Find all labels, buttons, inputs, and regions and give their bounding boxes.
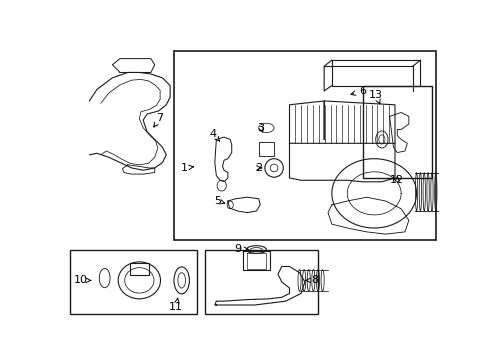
Bar [204,249,317,314]
Bar [174,51,435,239]
Text: 12: 12 [389,175,404,185]
Text: 9: 9 [234,244,248,254]
Text: 5: 5 [214,196,224,206]
Bar [258,142,274,156]
Text: 7: 7 [154,113,163,127]
Text: 11: 11 [169,298,183,311]
Text: 2: 2 [255,163,262,173]
Bar [362,86,431,178]
Bar [70,249,197,314]
Text: 6: 6 [350,86,366,96]
Text: 4: 4 [209,129,219,141]
Text: 3: 3 [257,123,264,133]
Text: 1: 1 [180,163,193,173]
Text: 8: 8 [305,275,318,285]
Text: 10: 10 [74,275,91,285]
Text: 13: 13 [368,90,382,104]
Bar [130,263,148,275]
